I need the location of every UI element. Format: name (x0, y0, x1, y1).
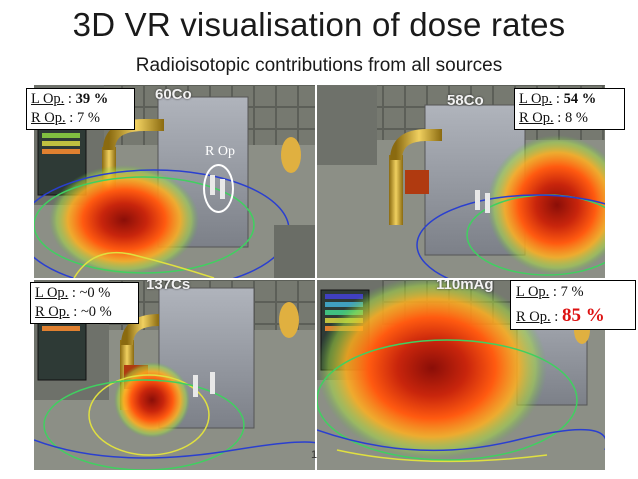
dose-box-137cs: L Op. : ~0 % R Op. : ~0 % (30, 282, 139, 324)
r-op-value: ~0 % (80, 304, 112, 320)
dose-box-110mag: L Op. : 7 % R Op. : 85 % (510, 280, 636, 330)
r-op-label: R Op. (31, 110, 66, 126)
separator: : (69, 304, 81, 320)
isotope-label-137cs: 137Cs (146, 280, 191, 293)
page-number: 1 (311, 449, 318, 461)
dose-box-58co: L Op. : 54 % R Op. : 8 % (514, 88, 625, 130)
separator: : (549, 284, 561, 300)
separator: : (68, 285, 80, 301)
r-op-value: 7 % (76, 110, 100, 126)
slide-subtitle: Radioisotopic contributions from all sou… (135, 55, 503, 76)
l-op-label: L Op. (519, 91, 553, 107)
separator: : (65, 110, 77, 126)
separator: : (553, 110, 565, 126)
r-op-annotation: R Op (205, 144, 235, 159)
r-op-label: R Op. (35, 304, 70, 320)
l-op-label: L Op. (35, 285, 69, 301)
l-op-label: L Op. (516, 284, 550, 300)
slide-title: 3D VR visualisation of dose rates (72, 6, 566, 43)
isotope-label-58co: 58Co (447, 92, 484, 109)
l-op-value: 39 % (75, 91, 109, 107)
r-op-label: R Op. (516, 309, 551, 325)
separator: : (550, 309, 562, 325)
l-op-value: ~0 % (79, 285, 111, 301)
separator: : (64, 91, 76, 107)
isotope-label-110mag: 110mAg (436, 280, 494, 293)
isotope-label-60co: 60Co (155, 86, 192, 103)
dose-box-60co: L Op. : 39 % R Op. : 7 % (26, 88, 135, 130)
l-op-value: 7 % (560, 284, 584, 300)
r-op-highlight-ellipse (203, 164, 234, 213)
l-op-label: L Op. (31, 91, 65, 107)
l-op-value: 54 % (563, 91, 597, 107)
r-op-value: 85 % (561, 305, 605, 326)
r-op-label: R Op. (519, 110, 554, 126)
r-op-value: 8 % (564, 110, 588, 126)
separator: : (552, 91, 564, 107)
